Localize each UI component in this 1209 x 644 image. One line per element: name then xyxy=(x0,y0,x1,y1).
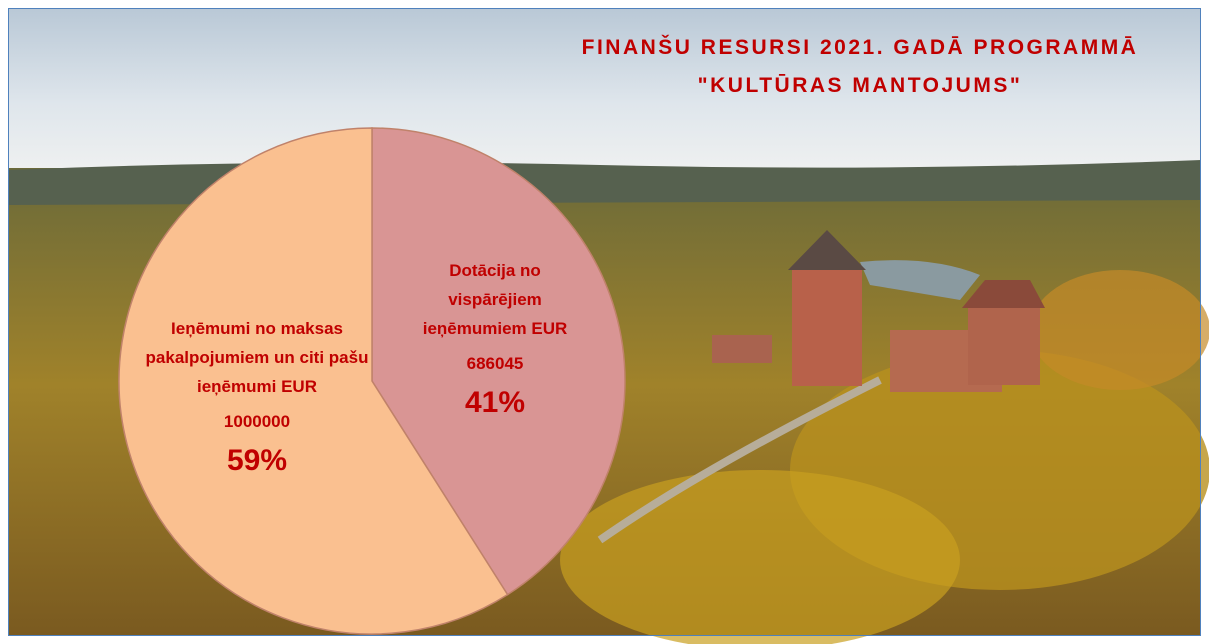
slice-amount: 686045 xyxy=(466,354,524,373)
pie-slice xyxy=(118,127,509,635)
pie-slice xyxy=(371,127,626,596)
slice-label: Ieņēmumi no maksas pakalpojumiem un citi… xyxy=(145,319,369,396)
background-photo xyxy=(8,8,1209,644)
chart-title: FINANŠU RESURSI 2021. GADĀ PROGRAMMĀ xyxy=(581,36,1139,59)
slice-amount: 1000000 xyxy=(223,412,291,431)
slice-percent: 41% xyxy=(464,386,526,419)
frame xyxy=(8,8,1201,636)
slice-percent: 59% xyxy=(226,444,288,477)
chart-title: "KULTŪRAS MANTOJUMS" xyxy=(697,74,1023,97)
slice-label: Dotācija no vispārējiem ieņēmumiem EUR xyxy=(422,261,568,338)
